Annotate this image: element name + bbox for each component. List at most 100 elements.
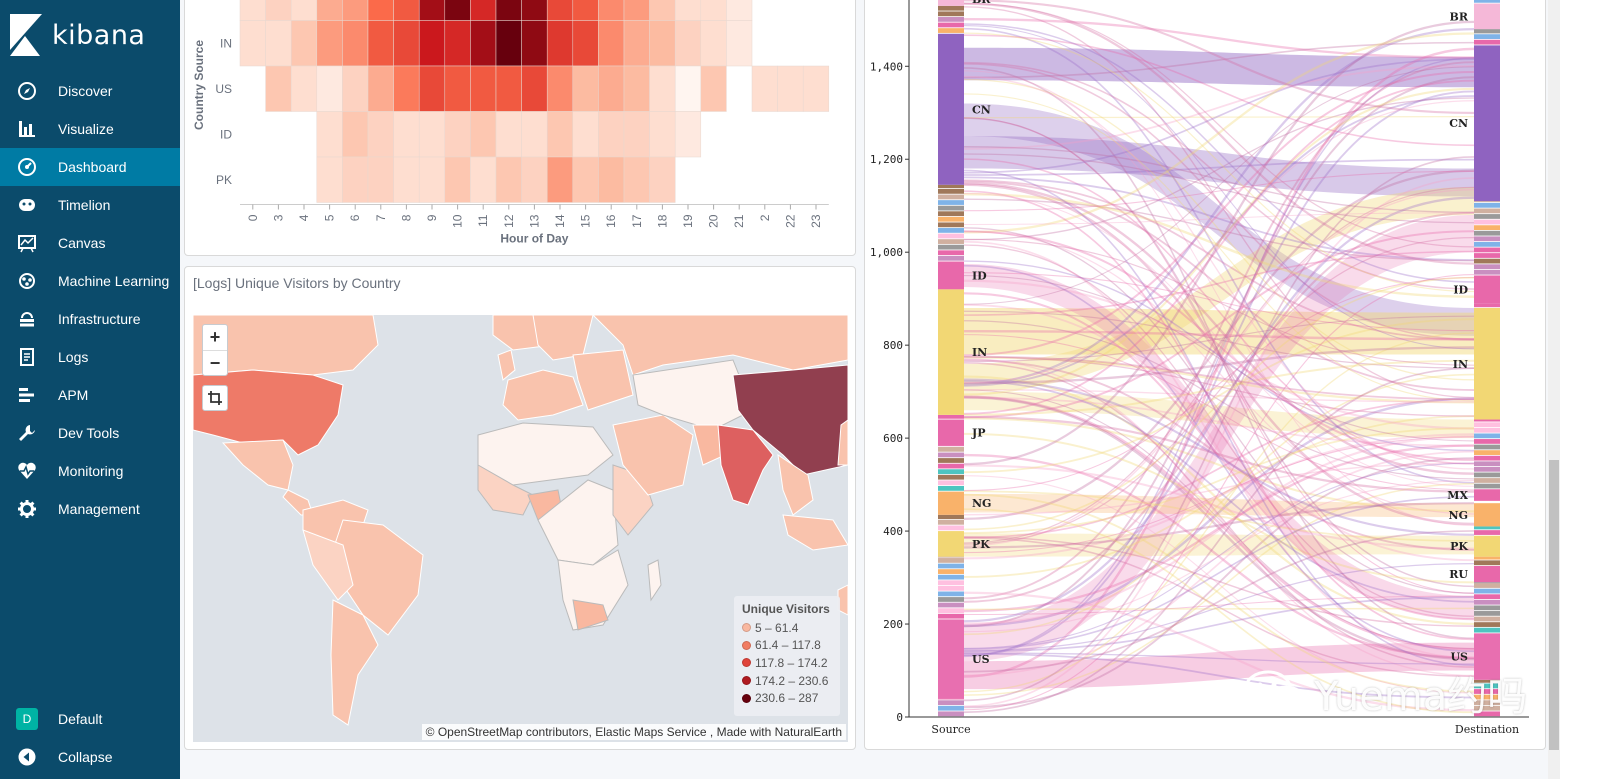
- sidebar-item-dev-tools[interactable]: Dev Tools: [0, 414, 180, 452]
- heatmap-cell[interactable]: [444, 20, 471, 67]
- sankey-node-destination[interactable]: [1474, 3, 1500, 30]
- sankey-node-minor[interactable]: [938, 200, 964, 205]
- sankey-link[interactable]: [963, 47, 1475, 678]
- sankey-link[interactable]: [963, 182, 1475, 475]
- heatmap-cell[interactable]: [649, 20, 676, 67]
- sankey-node-minor[interactable]: [938, 184, 964, 189]
- sankey-link[interactable]: [964, 493, 1474, 518]
- heatmap-cell[interactable]: [623, 65, 650, 112]
- sankey-node-minor[interactable]: [938, 17, 964, 22]
- heatmap-cell[interactable]: [418, 156, 446, 203]
- sankey-node-minor[interactable]: [1474, 219, 1500, 225]
- sankey-link[interactable]: [964, 642, 1474, 690]
- sankey-link[interactable]: [963, 462, 1475, 516]
- sankey-link[interactable]: [963, 380, 1475, 603]
- sankey-link[interactable]: [963, 76, 1475, 628]
- sankey-link[interactable]: [963, 359, 1475, 416]
- sankey-link[interactable]: [963, 329, 1475, 341]
- heatmap-cell[interactable]: [495, 20, 522, 67]
- sankey-node-minor[interactable]: [938, 216, 964, 222]
- country-south-africa[interactable]: [572, 599, 609, 631]
- sankey-node-minor[interactable]: [1474, 616, 1500, 622]
- sankey-node-minor[interactable]: [1474, 258, 1500, 264]
- heatmap-cell[interactable]: [623, 0, 650, 21]
- heatmap-cell[interactable]: [726, 0, 753, 21]
- sankey-node-minor[interactable]: [938, 452, 964, 458]
- country-argentina-chile[interactable]: [330, 599, 379, 726]
- heatmap-cell[interactable]: [649, 65, 676, 112]
- sankey-node-minor[interactable]: [1474, 705, 1500, 711]
- sankey-link[interactable]: [963, 334, 1475, 491]
- country-southeast-asia[interactable]: [777, 453, 814, 516]
- sankey-link[interactable]: [963, 156, 1475, 702]
- sankey-node-minor[interactable]: [1474, 700, 1500, 706]
- heatmap-cell[interactable]: [598, 156, 625, 203]
- sankey-node-source[interactable]: [938, 289, 964, 415]
- sankey-node-minor[interactable]: [1474, 230, 1500, 236]
- heatmap-cell[interactable]: [572, 0, 599, 21]
- heatmap-cell[interactable]: [649, 156, 676, 203]
- sankey-link[interactable]: [963, 652, 1475, 699]
- sankey-link[interactable]: [963, 535, 1475, 627]
- sankey-link[interactable]: [963, 0, 1475, 115]
- sankey-node-minor[interactable]: [938, 239, 964, 244]
- sankey-link[interactable]: [964, 263, 1474, 620]
- heatmap-cell[interactable]: [470, 111, 497, 158]
- sankey-link[interactable]: [963, 276, 1475, 531]
- heatmap-cell[interactable]: [521, 111, 548, 158]
- sankey-link[interactable]: [963, 196, 1475, 623]
- country-india[interactable]: [717, 424, 774, 506]
- heatmap-cell[interactable]: [546, 156, 574, 203]
- sankey-link[interactable]: [963, 475, 1475, 694]
- sankey-link[interactable]: [963, 264, 1475, 653]
- collapse-button[interactable]: Collapse: [0, 738, 180, 776]
- sankey-link[interactable]: [963, 358, 1475, 677]
- zoom-out-button[interactable]: −: [203, 350, 227, 375]
- heatmap-cell[interactable]: [470, 156, 497, 203]
- sankey-link[interactable]: [963, 169, 1475, 667]
- sankey-node-source[interactable]: [938, 491, 964, 515]
- sankey-link[interactable]: [963, 362, 1475, 668]
- sankey-link[interactable]: [963, 117, 1475, 588]
- sankey-link[interactable]: [963, 27, 1475, 386]
- sankey-link[interactable]: [963, 346, 1475, 385]
- heatmap-cell[interactable]: [393, 156, 420, 203]
- sidebar-item-logs[interactable]: Logs: [0, 338, 180, 376]
- sankey-link[interactable]: [963, 433, 1475, 560]
- sankey-link[interactable]: [963, 607, 1475, 611]
- sankey-link[interactable]: [963, 230, 1475, 515]
- sankey-node-minor[interactable]: [1474, 627, 1500, 633]
- sankey-node-minor[interactable]: [1474, 556, 1500, 560]
- sankey-node-minor[interactable]: [938, 244, 964, 250]
- sankey-node-source[interactable]: [938, 531, 964, 557]
- sankey-node-minor[interactable]: [1474, 419, 1500, 422]
- heatmap-cell[interactable]: [495, 111, 522, 158]
- sankey-node-minor[interactable]: [1474, 461, 1500, 467]
- sankey-link[interactable]: [963, 395, 1475, 651]
- sankey-node-minor[interactable]: [1474, 433, 1500, 439]
- heatmap-cell[interactable]: [623, 156, 650, 203]
- sankey-link[interactable]: [963, 236, 1475, 545]
- sankey-link[interactable]: [963, 303, 1475, 562]
- sankey-node-source[interactable]: [938, 33, 964, 185]
- sankey-link[interactable]: [963, 61, 1475, 290]
- sidebar-item-dashboard[interactable]: Dashboard: [0, 148, 180, 186]
- sidebar-item-discover[interactable]: Discover: [0, 72, 180, 110]
- sankey-link[interactable]: [963, 279, 1475, 430]
- sankey-link[interactable]: [963, 389, 1475, 650]
- sankey-node-minor[interactable]: [1474, 622, 1500, 627]
- sidebar-item-visualize[interactable]: Visualize: [0, 110, 180, 148]
- heatmap-cell[interactable]: [444, 0, 471, 21]
- sankey-node-minor[interactable]: [938, 28, 964, 33]
- sankey-node-minor[interactable]: [938, 414, 964, 419]
- sankey-link[interactable]: [963, 190, 1475, 641]
- sankey-link[interactable]: [963, 395, 1475, 661]
- heatmap-cell[interactable]: [521, 156, 548, 203]
- heatmap-cell[interactable]: [700, 20, 727, 67]
- heatmap-cell[interactable]: [418, 111, 446, 158]
- sankey-link[interactable]: [963, 482, 1475, 696]
- sankey-node-minor[interactable]: [938, 22, 964, 28]
- sankey-link[interactable]: [963, 95, 1475, 387]
- sankey-link[interactable]: [963, 230, 1475, 419]
- sankey-node-destination[interactable]: [1474, 275, 1500, 304]
